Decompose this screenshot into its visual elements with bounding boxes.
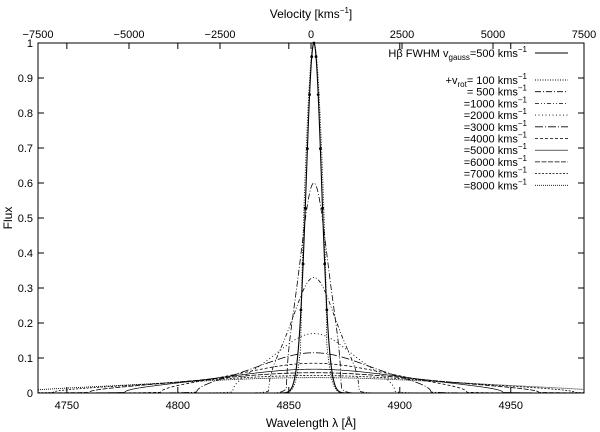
series-point <box>299 308 303 312</box>
legend-label-10: =8000 kms−1 <box>464 177 528 192</box>
series-point <box>325 308 329 312</box>
x-tick-label: 4950 <box>499 400 523 412</box>
y-tick-label: 0.7 <box>18 143 33 155</box>
legend-label-4: =2000 kms−1 <box>464 107 528 122</box>
series-line-8 <box>37 372 584 394</box>
series-point <box>314 55 318 59</box>
series-point <box>316 93 320 97</box>
x-axis-label: Wavelength λ [Å] <box>266 415 356 430</box>
legend-label-1: +vrot= 100 kms−1 <box>446 72 528 89</box>
y-tick-label: 0.9 <box>18 73 33 85</box>
legend-label-5: =3000 kms−1 <box>464 119 528 134</box>
x-tick-label: 4900 <box>388 400 412 412</box>
top-tick-label: 7500 <box>572 29 596 41</box>
legend-label-9: =7000 kms−1 <box>464 166 528 181</box>
y-tick-label: 0.8 <box>18 108 33 120</box>
top-tick-label: −5000 <box>114 29 145 41</box>
legend-label-0: Hβ FWHM vgauss=500 kms−1 <box>388 45 527 62</box>
series-point <box>321 206 324 210</box>
top-tick-label: 0 <box>308 29 314 41</box>
y-axis-label: Flux <box>1 207 15 230</box>
y-tick-label: 0.4 <box>18 248 33 260</box>
y-tick-label: 0.5 <box>18 213 33 225</box>
legend-label-2: = 500 kms−1 <box>467 84 528 99</box>
top-tick-label: 5000 <box>481 29 505 41</box>
top-tick-label: −2500 <box>205 29 236 41</box>
series-point <box>318 147 322 151</box>
legend: Hβ FWHM vgauss=500 kms−1 +vrot= 100 kms−1… <box>388 45 568 192</box>
y-tick-label: 1 <box>27 38 33 50</box>
x-tick-label: 4800 <box>166 400 190 412</box>
x-tick-label: 4850 <box>277 400 301 412</box>
y-tick-label: 0.3 <box>18 283 33 295</box>
top-tick-label: 2500 <box>390 29 414 41</box>
series-point <box>306 147 309 151</box>
y-tick-label: 0.1 <box>18 353 33 365</box>
top-tick-label: −7500 <box>23 29 54 41</box>
legend-label-3: =1000 kms−1 <box>464 95 528 110</box>
x-tick-label: 4750 <box>55 400 79 412</box>
legend-label-7: =5000 kms−1 <box>464 142 528 157</box>
series-line-9 <box>38 375 584 394</box>
axes-layer: 4750 4800 4850 4900 4950 −7500 −5000 −2500 0 2500… <box>18 29 597 412</box>
y-tick-label: 0 <box>27 388 33 400</box>
y-tick-label: 0.2 <box>18 318 33 330</box>
series-point <box>303 206 307 210</box>
legend-label-6: =4000 kms−1 <box>464 131 528 146</box>
legend-label-8: =6000 kms−1 <box>464 154 528 169</box>
y-tick-label: 0.6 <box>18 178 33 190</box>
top-axis-label: Velocity [kms−1] <box>270 6 353 21</box>
series-line-7 <box>38 368 584 394</box>
